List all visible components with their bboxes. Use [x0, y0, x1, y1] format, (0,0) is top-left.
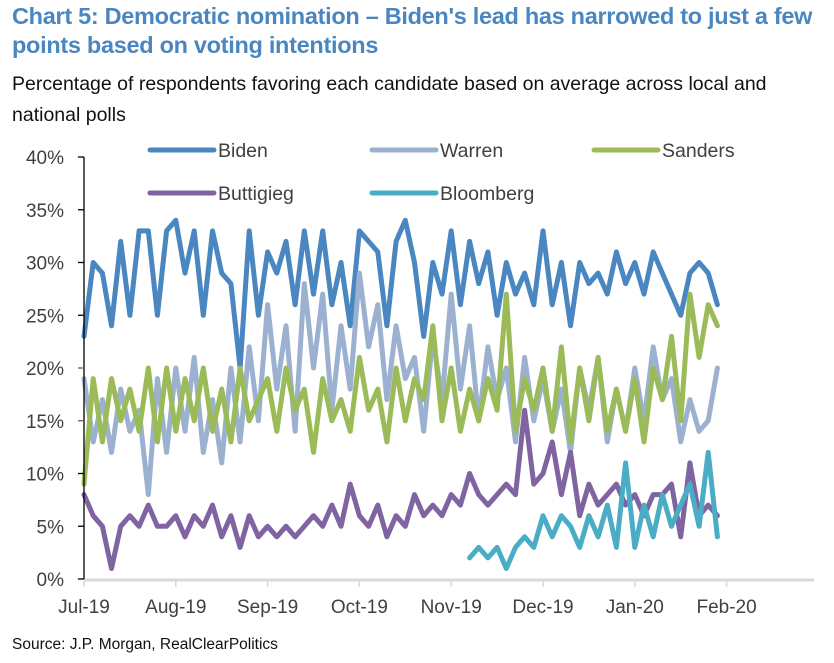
legend-label: Sanders — [662, 140, 735, 162]
y-tick-label: 5% — [37, 517, 65, 538]
legend-item-sanders: Sanders — [591, 140, 735, 162]
axes-layer: 0% 5% 10% 15% 20% 25% 30% 35% 40% Jul-19 Aug-19 Sep… — [26, 148, 814, 618]
y-tick-label: 0% — [37, 570, 65, 591]
y-tick-label: 10% — [26, 465, 64, 486]
series-line-biden — [81, 217, 720, 371]
legend-label: Buttigieg — [218, 183, 294, 205]
x-tick-label: Aug-19 — [145, 597, 206, 618]
chart-title: Chart 5: Democratic nomination – Biden's… — [12, 3, 813, 58]
x-tick-label: Oct-19 — [331, 597, 388, 618]
y-tick-label: 40% — [26, 148, 64, 169]
x-tick-label: Dec-19 — [512, 597, 573, 618]
legend-label: Biden — [218, 140, 268, 162]
y-tick-label: 15% — [26, 412, 64, 433]
legend-label: Bloomberg — [440, 183, 534, 205]
y-tick-label: 20% — [26, 359, 64, 380]
chart-subtitle: Percentage of respondents favoring each … — [12, 73, 767, 126]
x-tick-label: Nov-19 — [421, 597, 482, 618]
legend: Biden Warren Sanders Buttigieg Bloomberg — [147, 140, 735, 205]
legend-label: Warren — [440, 140, 503, 162]
series-line-bloomberg — [467, 449, 720, 571]
series-line-sanders — [81, 291, 720, 487]
legend-item-buttigieg: Buttigieg — [147, 183, 294, 205]
x-tick-label: Feb-20 — [696, 597, 756, 618]
y-tick-label: 25% — [26, 306, 64, 327]
y-tick-label: 35% — [26, 201, 64, 222]
legend-item-bloomberg: Bloomberg — [369, 183, 534, 205]
x-tick-label: Sep-19 — [237, 597, 298, 618]
x-tick-label: Jan-20 — [606, 597, 664, 618]
legend-item-biden: Biden — [147, 140, 268, 162]
series-line-buttigieg — [81, 407, 720, 571]
y-tick-label: 30% — [26, 254, 64, 275]
x-tick-label: Jul-19 — [58, 597, 110, 618]
series-layer — [81, 217, 720, 571]
source-note: Source: J.P. Morgan, RealClearPolitics — [12, 636, 278, 653]
legend-item-warren: Warren — [369, 140, 503, 162]
